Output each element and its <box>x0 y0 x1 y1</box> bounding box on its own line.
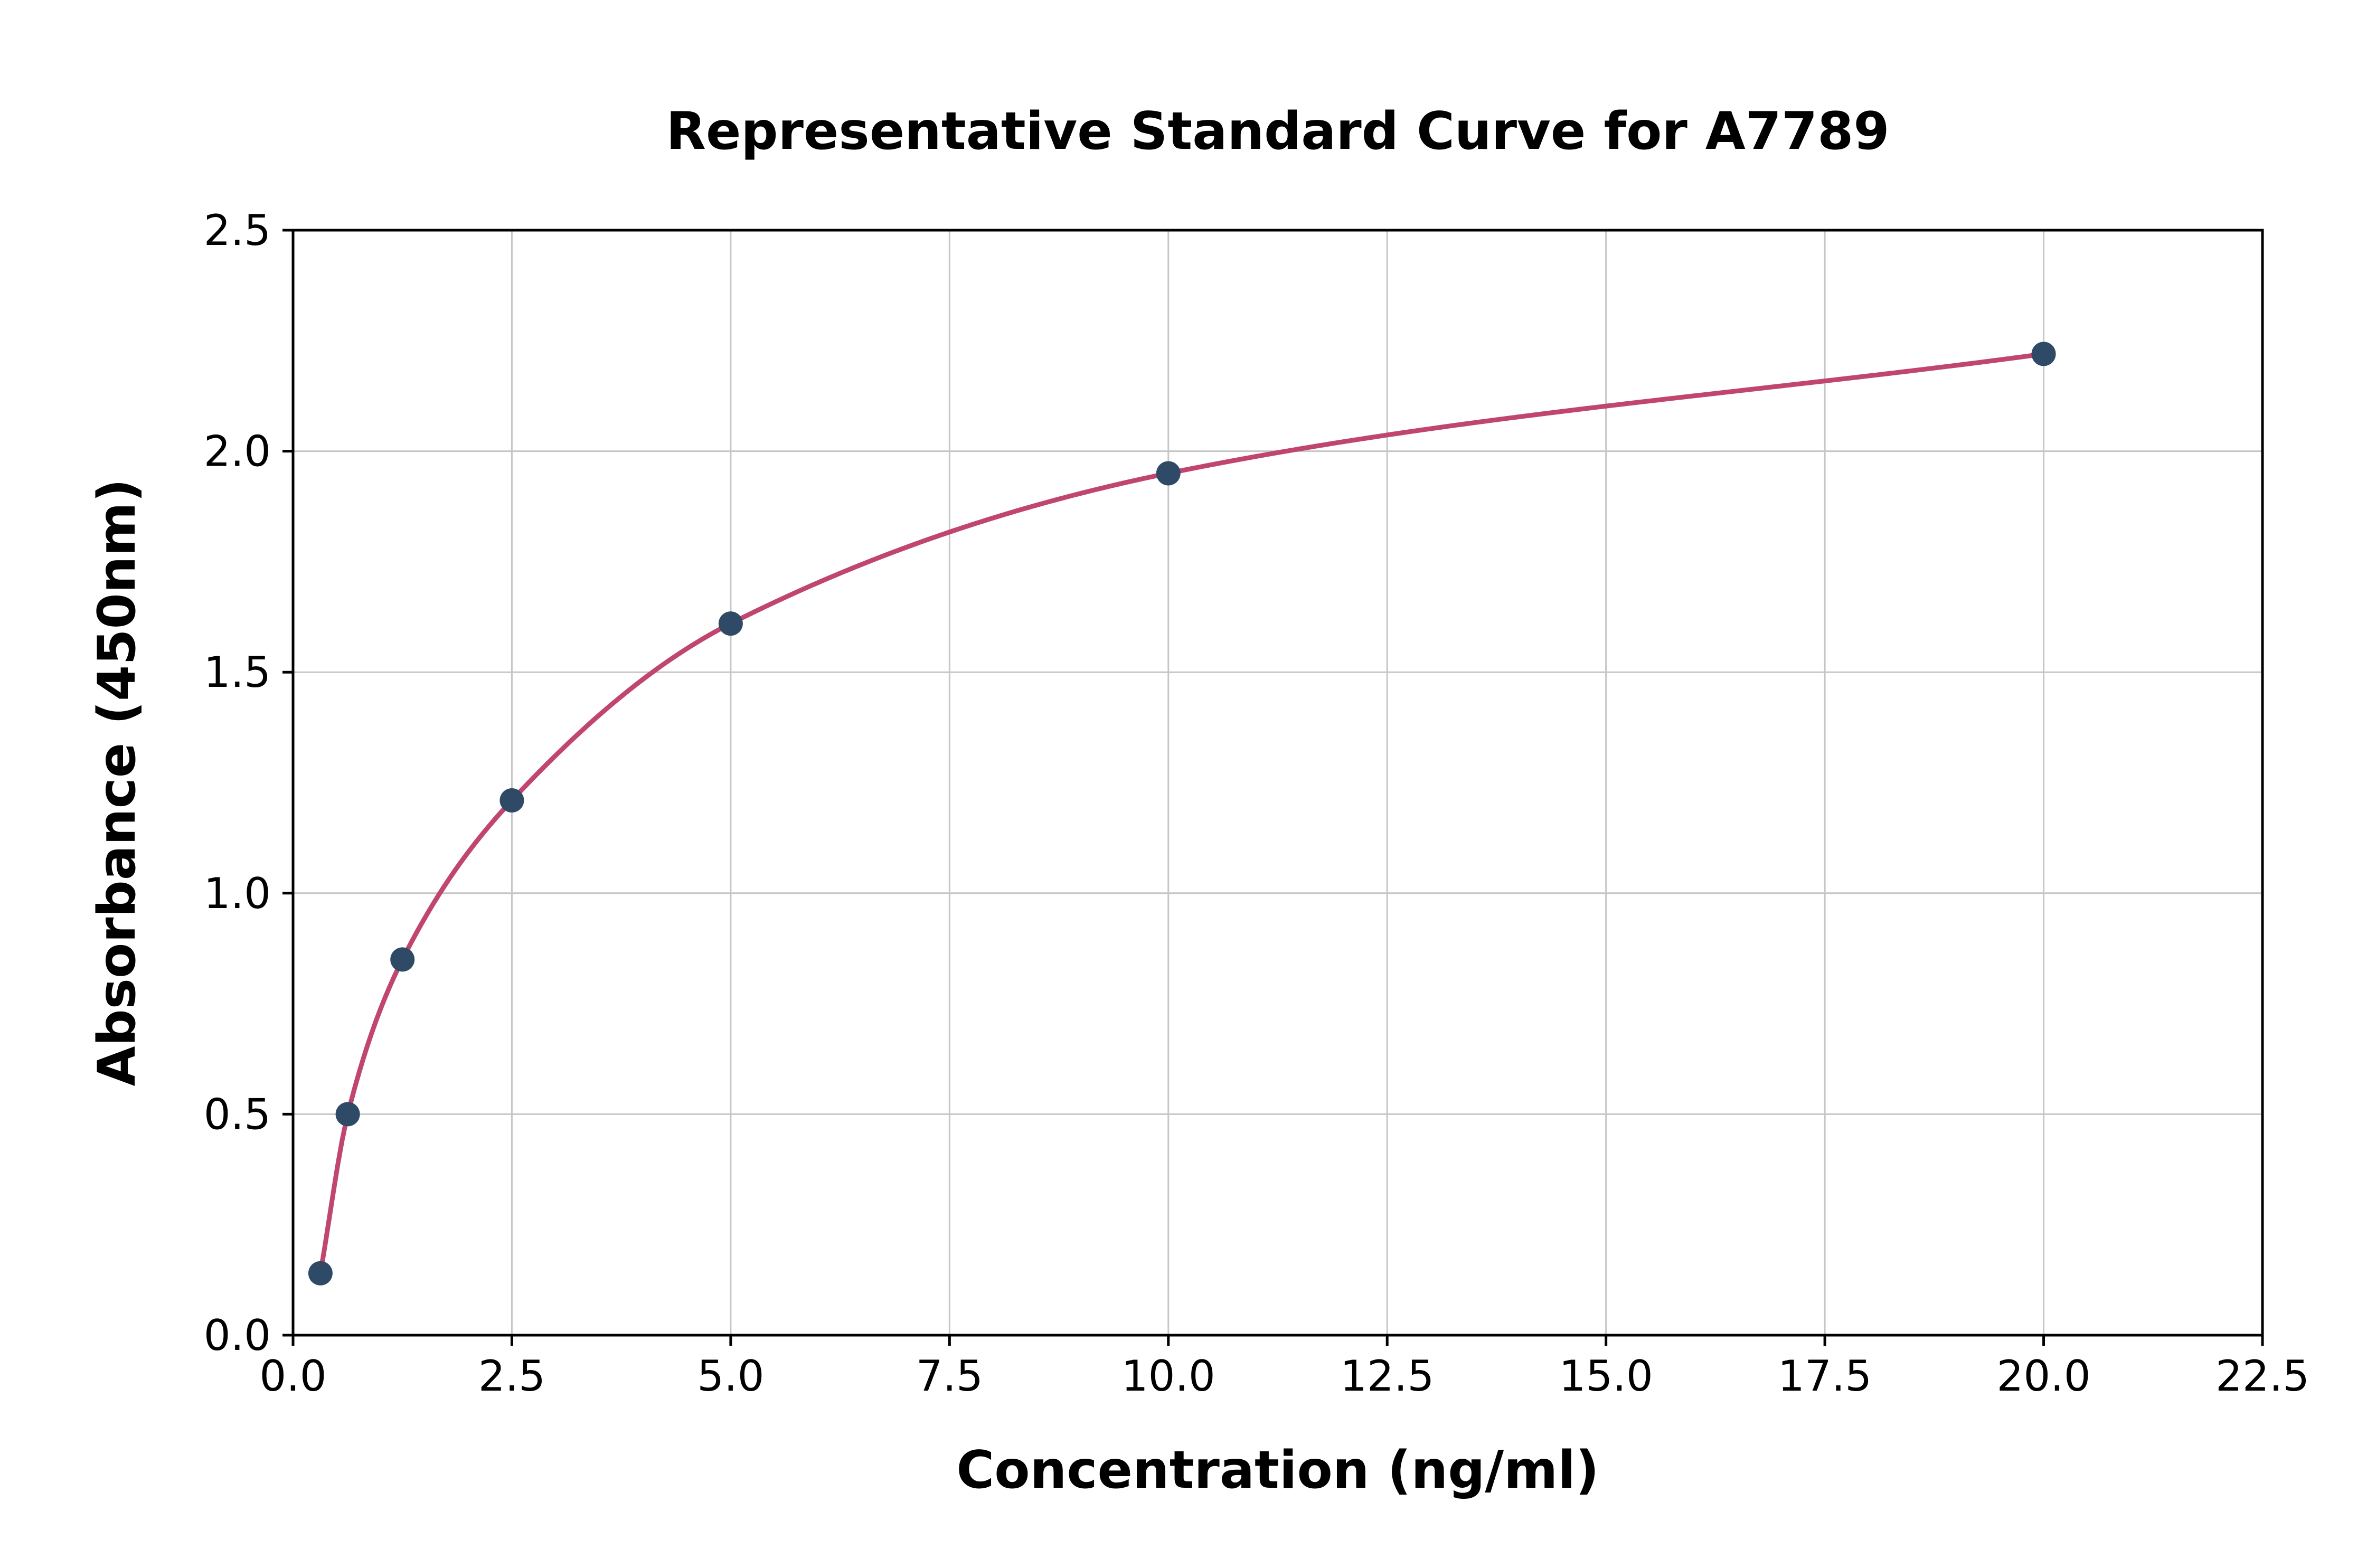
y-tick-label: 0.5 <box>204 1090 271 1139</box>
x-tick-label: 22.5 <box>2215 1352 2309 1401</box>
x-tick-label: 17.5 <box>1778 1352 1872 1401</box>
data-point <box>1156 461 1181 486</box>
y-tick-label: 1.5 <box>204 648 271 697</box>
plot-border <box>291 229 2264 1337</box>
chart-title: Representative Standard Curve for A7789 <box>666 101 1890 162</box>
y-tick-label: 1.0 <box>204 869 271 918</box>
x-tick-label: 7.5 <box>916 1352 983 1401</box>
x-tick-label: 2.5 <box>478 1352 545 1401</box>
data-point <box>718 611 743 636</box>
data-point <box>499 788 524 813</box>
y-tick-label: 0.0 <box>204 1311 271 1360</box>
y-tick-label: 2.5 <box>204 206 271 255</box>
data-point <box>390 947 415 972</box>
fitted-curve <box>318 351 2047 1276</box>
data-point <box>335 1102 360 1127</box>
x-tick-label: 10.0 <box>1121 1352 1215 1401</box>
y-tick-label: 2.0 <box>204 427 271 476</box>
x-axis-label: Concentration (ng/ml) <box>956 1440 1599 1500</box>
x-tick-label: 5.0 <box>697 1352 764 1401</box>
data-point <box>2031 342 2056 366</box>
x-tick-label: 20.0 <box>1996 1352 2090 1401</box>
x-tick-label: 12.5 <box>1340 1352 1434 1401</box>
x-tick-label: 0.0 <box>259 1352 326 1401</box>
data-point <box>308 1261 333 1286</box>
x-tick-label: 15.0 <box>1559 1352 1653 1401</box>
